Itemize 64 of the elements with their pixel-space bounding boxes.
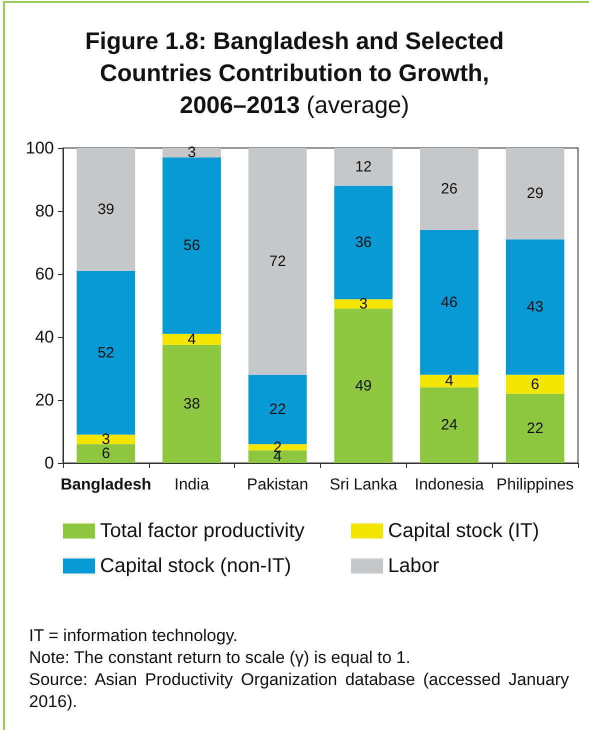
bar	[76, 148, 136, 271]
y-tick-label: 80	[35, 202, 54, 220]
bar	[506, 394, 564, 463]
data-label: 26	[440, 180, 458, 198]
bar	[420, 230, 478, 375]
x-tick-label: Bangladesh	[60, 476, 152, 494]
bar	[334, 308, 393, 463]
bar	[162, 157, 221, 334]
data-label: 22	[269, 400, 286, 418]
y-tick-label: 100	[26, 138, 54, 158]
legend-label: Capital stock (non-IT)	[100, 555, 292, 577]
bar	[334, 186, 393, 300]
data-label: 3	[359, 295, 368, 312]
data-label: 3	[188, 144, 196, 162]
data-label: 52	[98, 344, 114, 362]
text: Note: The constant return to scale (γ) is equal to 1.	[29, 647, 412, 669]
x-tick-label: Indonesia	[414, 476, 484, 494]
bar	[506, 374, 564, 394]
y-tick-label: 60	[35, 264, 54, 284]
bar	[248, 450, 307, 463]
bar	[420, 387, 478, 463]
bar	[506, 239, 564, 375]
bar	[506, 148, 564, 240]
data-label: 22	[526, 420, 544, 437]
bar	[334, 148, 393, 186]
y-tick-label: 20	[35, 390, 54, 410]
data-label: 6	[102, 445, 110, 462]
bar	[162, 334, 221, 345]
data-label: 38	[183, 395, 200, 412]
data-label: 46	[440, 294, 458, 311]
data-label: 36	[355, 234, 372, 251]
data-label: 49	[355, 377, 372, 394]
legend-label: Total factor productivity	[100, 520, 305, 542]
data-label: 6	[530, 376, 540, 393]
text: IT = information technology.	[29, 625, 239, 647]
bar	[76, 444, 136, 463]
data-label: 3	[102, 430, 110, 448]
data-label: 43	[526, 298, 544, 316]
bar	[76, 270, 136, 435]
data-label: 4	[188, 330, 196, 348]
legend-label: Capital stock (IT)	[388, 520, 540, 542]
data-label: 24	[440, 416, 458, 434]
x-tick-label: India	[174, 476, 210, 494]
data-label: 39	[98, 200, 114, 218]
source-note: Source: Asian Productivity Organization database (accessed January 2016).	[29, 669, 569, 713]
y-tick-label: 0	[44, 454, 54, 472]
x-tick-label: Pakistan	[246, 476, 308, 494]
legend-label: Labor	[388, 555, 440, 577]
x-tick-label: Philippines	[496, 476, 574, 494]
data-label: 56	[183, 237, 200, 254]
x-tick-label: Sri Lanka	[330, 476, 398, 494]
bar	[248, 148, 307, 375]
data-label: 72	[269, 252, 286, 270]
bar	[162, 148, 221, 158]
data-label: 29	[526, 185, 544, 202]
bar	[76, 434, 136, 444]
y-tick-label: 40	[35, 328, 54, 346]
data-label: 12	[355, 158, 372, 176]
bar	[420, 148, 478, 230]
chart-title: Figure 1.8: Bangladesh and Selected Countries Contribution to Growth, 2006–2013 (average)	[85, 28, 504, 119]
bar	[162, 344, 221, 463]
bar	[334, 299, 393, 309]
bar	[420, 374, 478, 388]
data-label: 4	[445, 372, 454, 390]
